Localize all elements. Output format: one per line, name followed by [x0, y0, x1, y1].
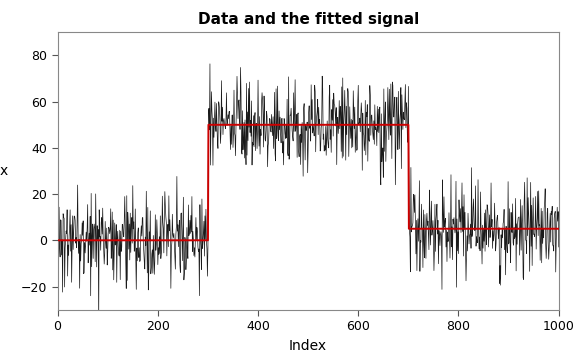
- Title: Data and the fitted signal: Data and the fitted signal: [198, 12, 419, 27]
- X-axis label: Index: Index: [289, 338, 327, 352]
- Y-axis label: x: x: [0, 164, 8, 178]
